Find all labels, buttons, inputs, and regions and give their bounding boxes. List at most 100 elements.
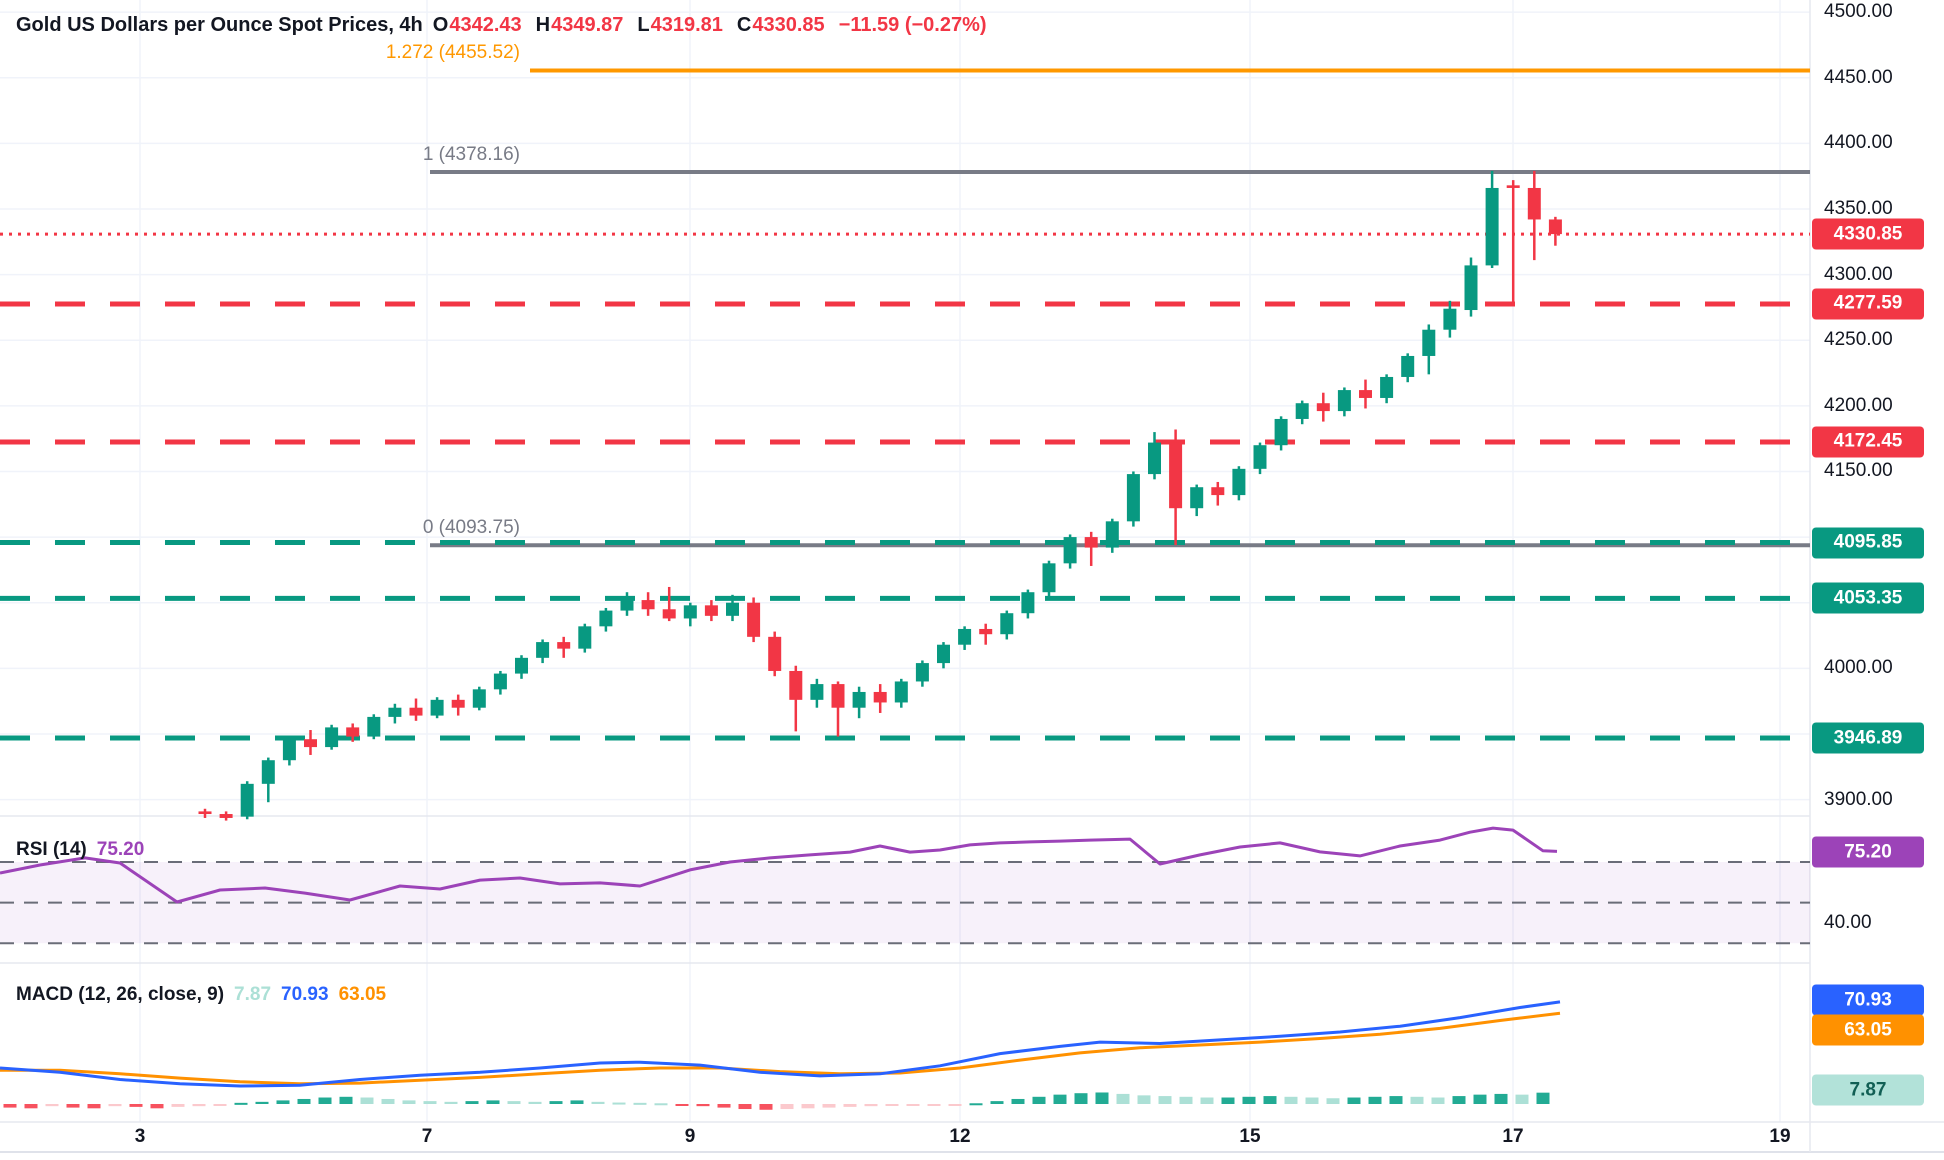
macd-histogram-bar: [801, 1104, 815, 1109]
candle-body: [557, 642, 571, 649]
price-scale-label: 4150.00: [1824, 460, 1893, 482]
macd-histogram-bar: [675, 1104, 689, 1106]
candle-body: [873, 691, 887, 703]
price-scale-label: 4000.00: [1824, 657, 1893, 679]
macd-histogram-bar: [1179, 1096, 1193, 1104]
macd-histogram-bar: [1389, 1096, 1403, 1104]
rsi-label: RSI (14): [16, 839, 87, 860]
symbol-legend[interactable]: Gold US Dollars per Ounce Spot Prices, 4…: [16, 14, 987, 37]
indicator-value-badge: 63.05: [1812, 1014, 1924, 1046]
macd-histogram-bar: [654, 1103, 668, 1106]
indicator-value-badge: 7.87: [1812, 1074, 1924, 1106]
macd-line-value: 70.93: [281, 984, 329, 1005]
high-label: H: [535, 14, 551, 36]
macd-histogram-bar: [171, 1104, 185, 1107]
macd-legend[interactable]: MACD (12, 26, close, 9) 7.87 70.93 63.05: [16, 984, 386, 1006]
macd-histogram-bar: [1200, 1097, 1214, 1104]
candle-body: [1169, 442, 1183, 509]
candle-body: [1422, 329, 1436, 356]
macd-histogram-bar: [1053, 1094, 1067, 1104]
symbol-title: Gold US Dollars per Ounce Spot Prices, 4…: [16, 14, 423, 36]
macd-histogram-bar: [927, 1104, 941, 1106]
macd-histogram-bar: [1158, 1096, 1172, 1104]
candle-body: [831, 684, 845, 708]
price-level-badge: 4330.85: [1812, 218, 1924, 250]
macd-histogram-bar: [843, 1104, 857, 1107]
candle-body: [915, 663, 929, 682]
macd-histogram-bar: [1242, 1096, 1256, 1104]
macd-histogram-bar: [1305, 1097, 1319, 1104]
close-label: C: [736, 14, 752, 36]
macd-label: MACD (12, 26, close, 9): [16, 984, 225, 1005]
candle-body: [578, 626, 592, 649]
candle-body: [493, 673, 507, 690]
macd-histogram-bar: [969, 1103, 983, 1106]
candle-body: [852, 691, 866, 708]
candle-body: [1148, 442, 1161, 475]
price-scale-label: 4350.00: [1824, 197, 1893, 219]
macd-histogram-bar: [213, 1104, 227, 1106]
candle-body: [219, 814, 233, 818]
macd-histogram-bar: [1368, 1096, 1382, 1104]
macd-histogram-bar: [1410, 1096, 1424, 1104]
macd-histogram-bar: [1347, 1097, 1361, 1104]
ohlc-values: O 4342.43 H 4349.87 L 4319.81 C 4330.85 −11.…: [433, 14, 987, 37]
candle-body: [472, 689, 486, 708]
price-scale-label: 4300.00: [1824, 263, 1893, 285]
time-axis-label: 12: [949, 1126, 971, 1147]
macd-histogram-bar: [402, 1100, 416, 1104]
macd-histogram-bar: [1473, 1094, 1487, 1104]
macd-histogram-bar: [465, 1101, 479, 1104]
macd-histogram-bar: [528, 1101, 542, 1104]
candle-body: [367, 716, 381, 737]
macd-histogram-bar: [591, 1101, 605, 1104]
candle-body: [1295, 403, 1309, 419]
macd-histogram-bar: [234, 1102, 248, 1105]
candle-body: [810, 684, 824, 700]
candle-body: [198, 811, 212, 815]
rsi-legend[interactable]: RSI (14) 75.20: [16, 839, 144, 861]
time-axis-label: 3: [134, 1126, 146, 1147]
candle-body: [451, 699, 465, 708]
macd-line: [0, 1000, 1561, 1088]
candle-body: [1464, 265, 1478, 311]
candle-body: [1232, 468, 1246, 496]
macd-histogram-bar: [24, 1104, 38, 1109]
macd-histogram-bar: [738, 1104, 752, 1110]
macd-histogram-bar: [1515, 1094, 1529, 1104]
candle-body: [1042, 563, 1056, 593]
macd-histogram-bar: [297, 1098, 311, 1104]
candle-body: [388, 707, 402, 717]
candle-body: [1190, 487, 1204, 509]
macd-histogram-bar: [717, 1104, 731, 1108]
candle-body: [1337, 390, 1351, 412]
candle-body: [1316, 403, 1330, 412]
macd-histogram-bar: [1074, 1093, 1088, 1104]
candle-body: [937, 644, 950, 664]
macd-histogram-bar: [150, 1104, 164, 1109]
rsi-value: 75.20: [96, 839, 145, 860]
candle-body: [240, 783, 254, 817]
macd-histogram-bar: [1452, 1096, 1466, 1104]
macd-histogram-bar: [192, 1104, 206, 1107]
macd-histogram-bar: [1116, 1093, 1130, 1104]
candle-body: [726, 602, 739, 616]
macd-histogram-bar: [423, 1101, 437, 1104]
high-value: 4349.87: [551, 14, 624, 36]
candle-body: [1211, 487, 1225, 496]
time-axis-label: 17: [1502, 1126, 1524, 1147]
indicator-value-badge: 70.93: [1812, 984, 1924, 1016]
candle-body: [1443, 308, 1457, 330]
macd-histogram-bar: [1326, 1098, 1340, 1104]
macd-histogram-bar: [780, 1104, 794, 1110]
macd-histogram-bar: [906, 1104, 920, 1106]
macd-histogram-bar: [822, 1104, 836, 1108]
candle-body: [1274, 418, 1288, 446]
macd-histogram-bar: [3, 1104, 17, 1108]
candle-body: [261, 760, 275, 784]
price-scale-label: 4500.00: [1824, 1, 1893, 23]
candle-body: [599, 610, 613, 627]
macd-histogram-bar: [549, 1101, 563, 1104]
